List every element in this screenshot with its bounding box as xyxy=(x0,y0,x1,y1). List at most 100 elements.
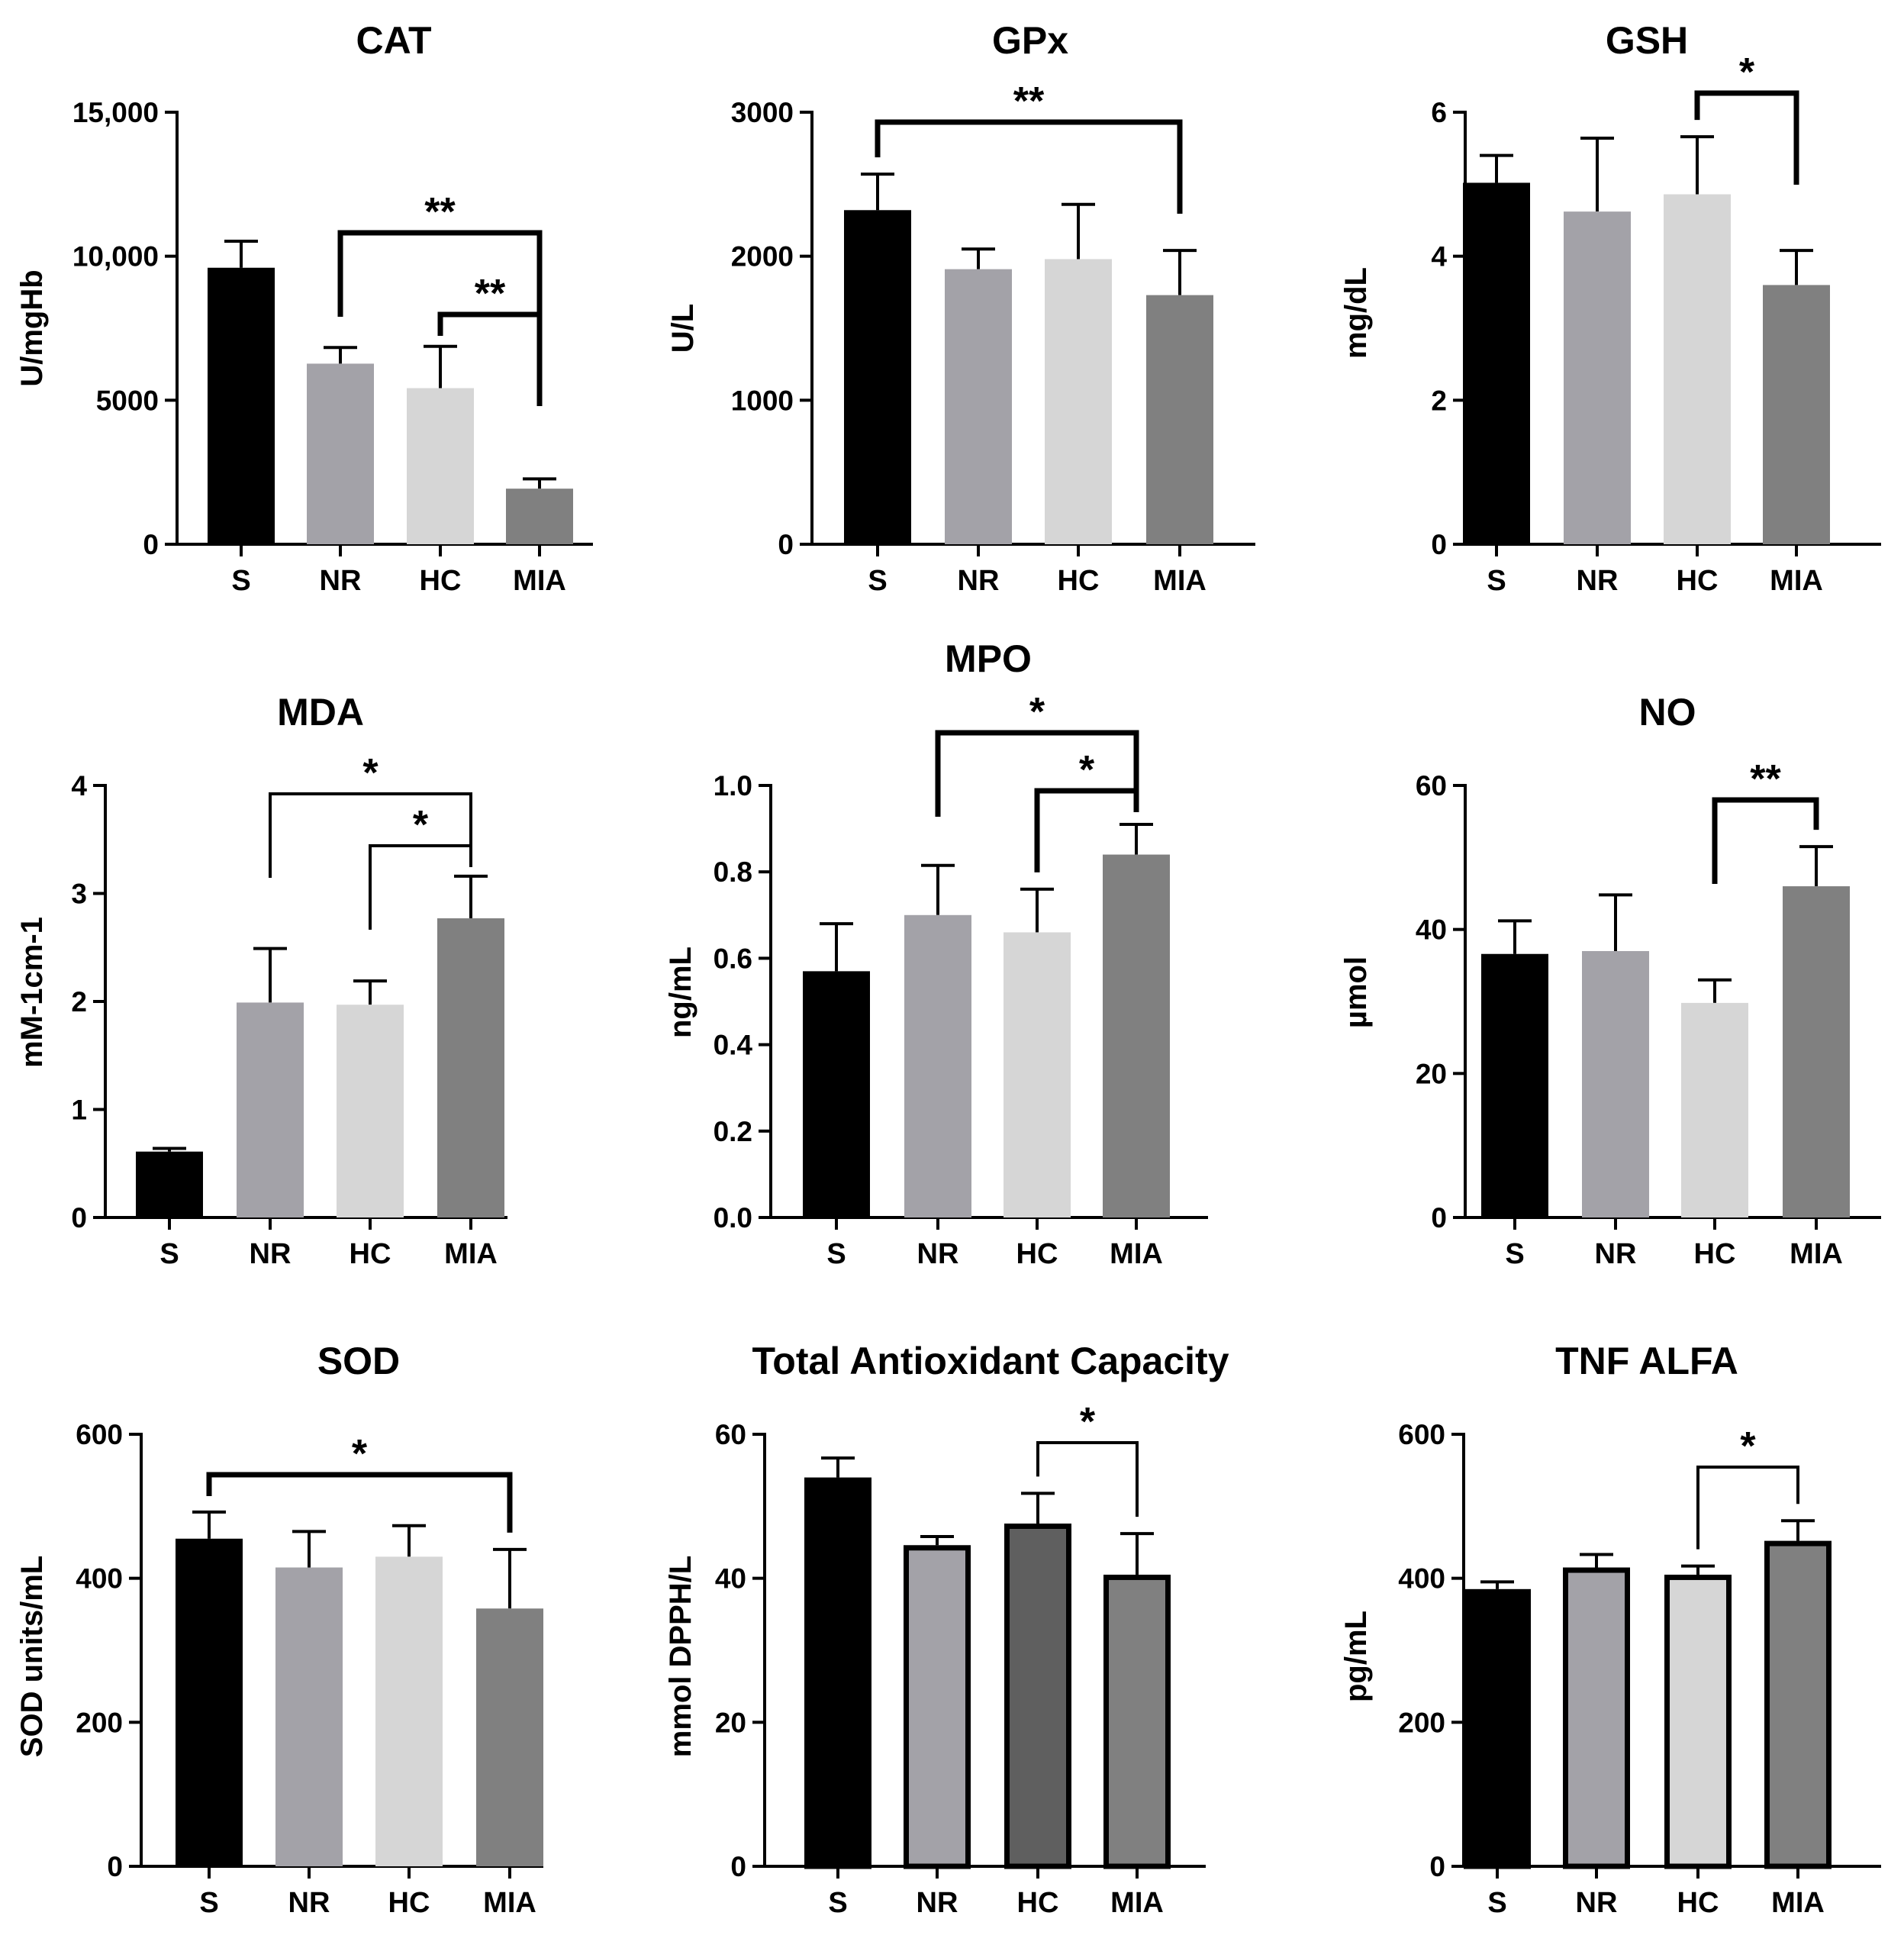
gsh-significance-label: * xyxy=(1739,50,1755,95)
sod-x-tick-label: S xyxy=(199,1887,218,1919)
mpo-bar-nr xyxy=(904,914,971,1217)
mda-significance-bracket xyxy=(269,792,472,878)
mpo-y-tick-label: 0.8 xyxy=(714,856,752,888)
cat-significance-label: ** xyxy=(475,272,506,316)
no-y-tick-label: 0 xyxy=(1431,1202,1447,1234)
gsh-bar-s xyxy=(1463,182,1530,545)
panel-mda: MDA mM-1cm-1 0 1 2 3 4 S NR HC MIA * * xyxy=(15,691,507,1270)
sod-bar-mia xyxy=(476,1608,543,1866)
gpx-x-tick-label: HC xyxy=(1058,565,1100,597)
no-x-tick-label: NR xyxy=(1595,1238,1637,1270)
cat-title: CAT xyxy=(356,19,431,62)
no-significance-bracket xyxy=(1712,797,1819,884)
tac-bar-nr xyxy=(904,1545,971,1869)
sod-x-tick-label: MIA xyxy=(483,1887,536,1919)
mpo-bar-mia xyxy=(1103,854,1170,1217)
no-bar-mia xyxy=(1783,886,1850,1217)
mda-x-tick-label: HC xyxy=(350,1238,391,1270)
tnf-x-tick-label: S xyxy=(1487,1887,1506,1919)
mpo-y-tick-label: 0.2 xyxy=(714,1116,752,1147)
cat-x-tick-label: MIA xyxy=(513,565,566,597)
tac-bar-s xyxy=(804,1477,871,1869)
sod-title: SOD xyxy=(317,1340,400,1382)
cat-x-tick-label: NR xyxy=(320,565,362,597)
mpo-x-tick-label: NR xyxy=(917,1238,959,1270)
cat-y-tick-label: 15,000 xyxy=(72,97,159,128)
mda-x-tick-label: S xyxy=(159,1238,179,1270)
no-bar-hc xyxy=(1681,1002,1748,1217)
cat-y-tick-label: 5000 xyxy=(96,385,159,416)
sod-y-tick-label: 400 xyxy=(76,1563,123,1595)
sod-significance-label: * xyxy=(352,1432,368,1476)
panel-tnf: TNF ALFA pg/mL 0 200 400 600 S NR HC MIA * xyxy=(1339,1340,1881,1919)
mda-significance-bracket xyxy=(369,844,472,930)
mda-x-tick-label: MIA xyxy=(444,1238,498,1270)
sod-y-tick-label: 0 xyxy=(107,1851,123,1882)
mpo-y-tick-label: 0.4 xyxy=(714,1030,753,1061)
gpx-x-tick-label: NR xyxy=(958,565,1000,597)
tac-x-tick-label: S xyxy=(828,1887,847,1919)
mpo-x-tick-label: MIA xyxy=(1110,1238,1163,1270)
tnf-bar-mia xyxy=(1764,1540,1832,1869)
tac-title: Total Antioxidant Capacity xyxy=(752,1340,1229,1382)
mpo-bar-hc xyxy=(1004,932,1071,1217)
gsh-y-tick-label: 6 xyxy=(1431,97,1447,128)
mpo-significance-bracket xyxy=(1034,788,1139,872)
tac-significance-label: * xyxy=(1080,1400,1096,1444)
cat-bar-nr xyxy=(307,363,374,544)
panel-mpo: MPO ng/mL 0.0 0.2 0.4 0.6 0.8 1.0 S NR HC MIA * * xyxy=(664,637,1208,1270)
mda-bar-s xyxy=(136,1151,203,1217)
cat-bar-s xyxy=(208,267,275,544)
panel-no: NO µmol 0 20 40 60 S NR HC MIA ** xyxy=(1339,691,1881,1270)
mda-y-tick-label: 2 xyxy=(71,986,87,1017)
panel-gpx: GPx U/L 0 1000 2000 3000 S NR HC MIA ** xyxy=(666,19,1255,597)
tac-y-axis-label: mmol DPPH/L xyxy=(664,1556,697,1757)
mpo-bar-s xyxy=(803,971,870,1217)
tnf-bar-hc xyxy=(1664,1574,1732,1869)
gsh-y-tick-label: 2 xyxy=(1431,385,1447,416)
mda-x-tick-label: NR xyxy=(250,1238,292,1270)
sod-y-tick-label: 200 xyxy=(76,1707,123,1738)
mda-y-tick-label: 4 xyxy=(71,770,87,801)
gpx-bar-mia xyxy=(1146,295,1213,544)
no-bar-s xyxy=(1481,953,1548,1217)
tac-y-tick-label: 60 xyxy=(715,1419,746,1450)
gsh-x-tick-label: NR xyxy=(1577,565,1619,597)
sod-bar-hc xyxy=(375,1556,443,1866)
tnf-y-tick-label: 400 xyxy=(1398,1563,1445,1595)
gpx-bar-s xyxy=(844,210,911,544)
tac-bar-hc xyxy=(1004,1523,1071,1869)
no-x-tick-label: HC xyxy=(1694,1238,1736,1270)
sod-x-tick-label: HC xyxy=(388,1887,430,1919)
gsh-x-tick-label: S xyxy=(1487,565,1506,597)
gpx-title: GPx xyxy=(992,19,1068,62)
cat-y-tick-label: 10,000 xyxy=(72,241,159,273)
tnf-title: TNF ALFA xyxy=(1555,1340,1738,1382)
sod-y-tick-label: 600 xyxy=(76,1419,123,1450)
no-title: NO xyxy=(1639,691,1696,734)
tac-x-tick-label: MIA xyxy=(1110,1887,1164,1919)
no-y-tick-label: 60 xyxy=(1416,770,1447,801)
mpo-y-tick-label: 0.6 xyxy=(714,943,752,974)
tac-x-tick-label: NR xyxy=(917,1887,958,1919)
sod-x-tick-label: NR xyxy=(288,1887,330,1919)
gpx-y-tick-label: 2000 xyxy=(731,241,794,273)
tnf-x-tick-label: NR xyxy=(1576,1887,1618,1919)
gsh-y-tick-label: 0 xyxy=(1431,529,1447,560)
mda-y-tick-label: 3 xyxy=(71,879,87,910)
mda-bar-nr xyxy=(237,1002,304,1217)
gpx-significance-label: ** xyxy=(1013,79,1045,124)
no-y-tick-label: 40 xyxy=(1416,914,1447,946)
tac-y-tick-label: 20 xyxy=(715,1707,746,1738)
cat-x-tick-label: S xyxy=(231,565,250,597)
mpo-x-tick-label: S xyxy=(826,1238,846,1270)
no-x-tick-label: S xyxy=(1505,1238,1524,1270)
gpx-x-tick-label: MIA xyxy=(1153,565,1207,597)
gsh-y-tick-label: 4 xyxy=(1431,241,1447,273)
cat-significance-label: ** xyxy=(424,190,456,234)
no-bar-nr xyxy=(1582,950,1649,1217)
tac-bar-mia xyxy=(1103,1574,1171,1869)
gpx-y-tick-label: 0 xyxy=(778,529,794,560)
gsh-x-tick-label: MIA xyxy=(1770,565,1823,597)
mpo-significance-label: * xyxy=(1079,748,1095,792)
